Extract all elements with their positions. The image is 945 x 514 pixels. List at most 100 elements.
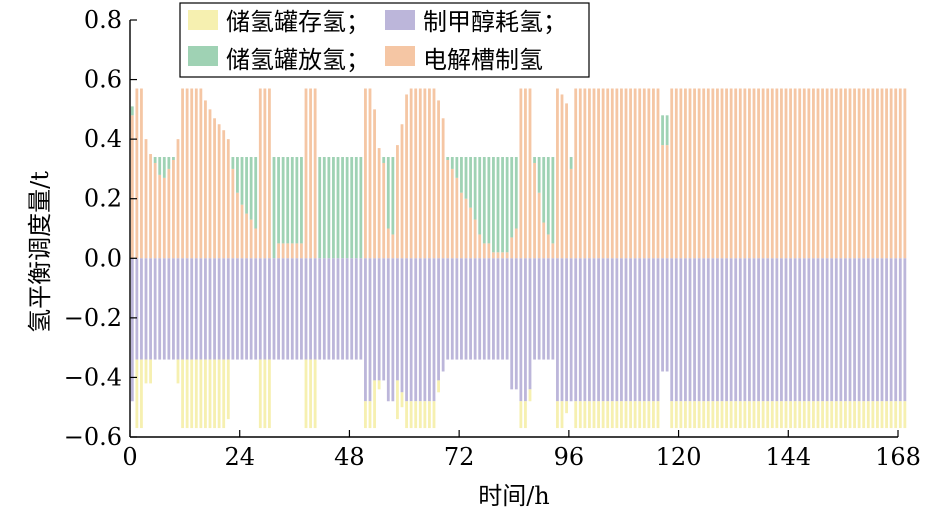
bar-3-102 (597, 401, 600, 429)
bar-2-101 (592, 258, 596, 402)
bar-2-34 (286, 258, 290, 360)
bar-3-99 (583, 401, 587, 429)
bar-0-118 (670, 88, 674, 259)
bar-3-140 (770, 401, 774, 429)
bar-2-107 (620, 258, 623, 402)
legend-label: 储氢罐存氢； (226, 8, 370, 36)
bar-2-112 (642, 258, 646, 402)
bar-2-130 (725, 258, 728, 402)
x-tick-label: 96 (554, 443, 585, 471)
y-tick-label: −0.2 (64, 304, 122, 332)
bar-2-100 (588, 258, 591, 402)
bar-1-70 (450, 157, 454, 169)
bar-3-93 (556, 401, 559, 429)
bar-3-136 (752, 401, 756, 429)
bar-1-47 (345, 157, 349, 259)
bar-3-122 (688, 401, 692, 429)
bar-0-62 (414, 88, 418, 259)
bar-0-8 (167, 168, 171, 259)
bar-1-32 (277, 157, 280, 244)
bar-0-0 (130, 115, 134, 259)
bar-3-142 (780, 401, 783, 429)
bar-0-136 (752, 88, 756, 259)
bar-3-151 (821, 401, 824, 429)
bar-2-42 (322, 258, 326, 360)
bar-0-91 (546, 234, 550, 259)
bar-2-41 (318, 258, 322, 360)
bar-3-4 (149, 359, 152, 384)
bar-2-0 (130, 258, 134, 402)
bar-3-113 (647, 401, 651, 429)
bar-2-57 (391, 258, 395, 402)
bar-2-146 (798, 258, 802, 402)
bar-2-111 (638, 258, 642, 402)
bar-0-120 (679, 88, 683, 259)
bar-2-149 (812, 258, 815, 402)
bar-0-101 (592, 88, 596, 259)
bar-2-137 (757, 258, 760, 402)
bar-0-74 (469, 207, 472, 259)
bar-2-70 (450, 258, 454, 360)
bar-3-110 (633, 401, 637, 429)
bar-3-17 (208, 359, 212, 429)
bar-3-107 (620, 401, 623, 429)
bar-1-74 (469, 157, 472, 208)
bar-3-58 (396, 380, 399, 420)
x-tick-label: 144 (765, 443, 811, 471)
bar-3-104 (606, 401, 610, 429)
bar-0-83 (510, 237, 514, 259)
bar-1-69 (446, 157, 450, 160)
bar-2-90 (542, 258, 546, 360)
bar-1-48 (350, 157, 354, 259)
y-tick-label: 0.4 (84, 125, 122, 153)
bar-3-161 (866, 401, 870, 429)
bar-2-115 (656, 258, 660, 402)
bar-3-156 (844, 401, 847, 429)
bar-0-28 (258, 88, 262, 259)
bar-0-12 (185, 88, 189, 259)
bar-3-12 (185, 359, 189, 429)
bar-2-147 (802, 258, 806, 402)
bar-0-17 (208, 109, 212, 259)
bar-2-37 (300, 258, 303, 360)
bar-3-159 (857, 401, 861, 429)
bar-2-12 (185, 258, 189, 360)
bar-3-54 (377, 380, 381, 390)
bar-2-4 (149, 258, 152, 360)
bar-3-95 (565, 401, 568, 414)
bar-2-66 (432, 258, 436, 402)
bar-3-123 (693, 401, 696, 429)
bar-2-123 (693, 258, 696, 402)
bar-3-105 (610, 401, 614, 429)
bar-2-118 (670, 258, 674, 402)
bar-3-94 (560, 401, 564, 429)
bar-0-154 (834, 88, 838, 259)
bar-0-69 (446, 159, 450, 259)
bar-1-92 (551, 157, 555, 244)
bar-0-108 (624, 88, 628, 259)
bar-0-66 (432, 88, 436, 259)
bar-0-149 (812, 88, 815, 259)
bar-0-38 (304, 88, 308, 259)
bar-3-153 (830, 401, 834, 429)
bar-2-93 (556, 258, 559, 402)
bar-1-49 (354, 157, 358, 259)
bar-0-104 (606, 88, 610, 259)
bar-0-116 (661, 145, 664, 259)
bar-2-129 (720, 258, 724, 402)
x-tick-label: 72 (444, 443, 475, 471)
bar-2-17 (208, 258, 212, 360)
bar-3-1 (135, 359, 139, 429)
bar-1-6 (158, 157, 162, 175)
bar-2-58 (396, 258, 399, 381)
bar-2-142 (780, 258, 783, 402)
bar-0-52 (368, 88, 372, 259)
bar-2-135 (748, 258, 751, 402)
bar-0-3 (144, 139, 148, 259)
bar-0-34 (286, 243, 290, 259)
bar-1-36 (295, 157, 299, 244)
bar-2-120 (679, 258, 683, 402)
bar-3-120 (679, 401, 683, 429)
bar-0-60 (405, 94, 408, 259)
bar-1-35 (290, 157, 294, 244)
